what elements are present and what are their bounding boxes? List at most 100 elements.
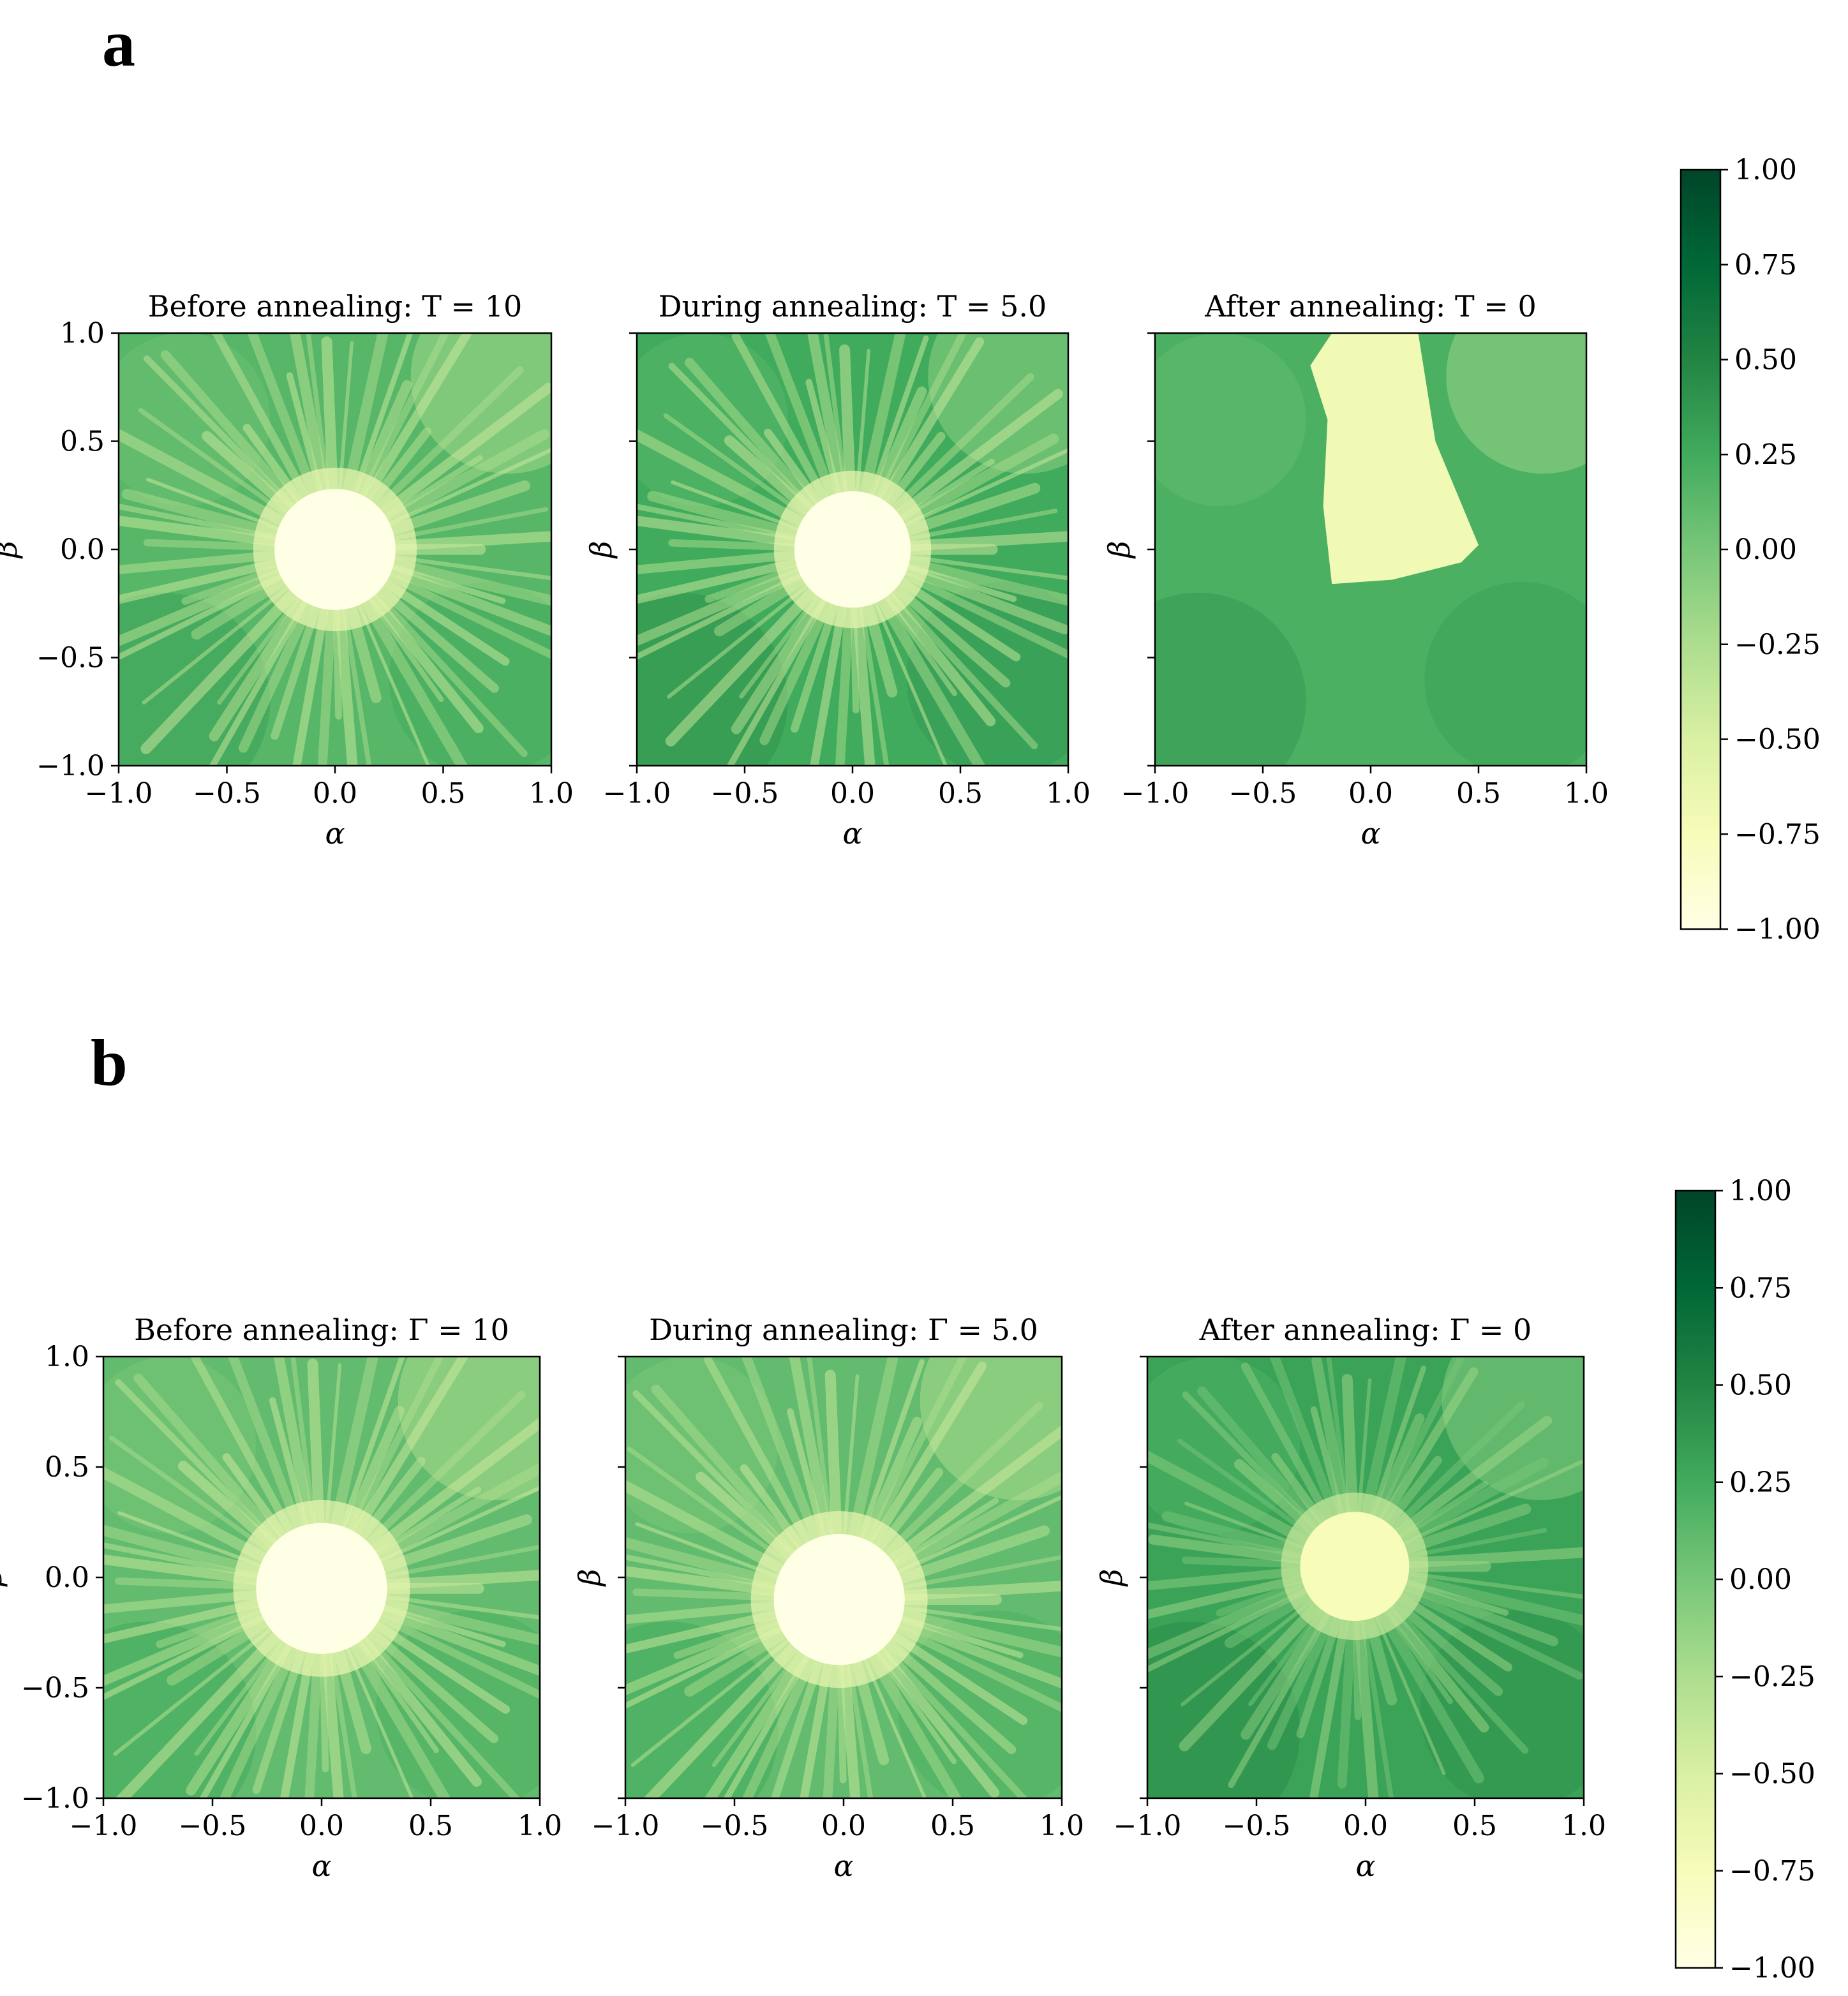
heatmap-patch: [637, 333, 788, 507]
colorbar-tick-label: −0.75: [1734, 818, 1821, 851]
colorbar-tick-label: −0.75: [1729, 1855, 1815, 1888]
x-tick-label: −1.0: [85, 777, 153, 810]
y-axis-label: β: [1102, 541, 1136, 560]
heatmap-patch: [1420, 1610, 1584, 1798]
panel-letter-b: b: [91, 1026, 128, 1099]
x-tick-label: 1.0: [529, 777, 574, 810]
x-tick-label: 1.0: [1564, 777, 1609, 810]
heatmap-plot: −1.0 −0.5 0.0 0.5 1.0 −1.0 −0.5 0.0 0.5 1.0 Before…: [0, 289, 574, 851]
plot-title: During annealing: Γ = 5.0: [649, 1313, 1038, 1347]
colorbar-tick-label: −0.25: [1734, 629, 1821, 661]
y-axis-label: β: [0, 541, 24, 560]
heatmap-center: [773, 1534, 905, 1665]
heatmap-image: [119, 333, 551, 766]
x-tick-label: −0.5: [1223, 1810, 1291, 1842]
x-axis-label: α: [1355, 1849, 1375, 1883]
plot-title: After annealing: T = 0: [1204, 289, 1536, 324]
x-tick-label: −0.5: [711, 777, 779, 810]
heatmap-patch: [1155, 592, 1306, 766]
y-axis-label: β: [584, 541, 618, 560]
heatmap-center: [256, 1523, 387, 1654]
colorbar-tick-label: 0.25: [1729, 1466, 1792, 1499]
plot-title: After annealing: Γ = 0: [1199, 1313, 1532, 1347]
colorbar: 1.00 0.75 0.50 0.25 0.00 −0.25 −0.50 −0.75 −1.00: [1674, 1175, 1815, 1985]
x-axis-label: α: [325, 816, 345, 851]
x-axis-label: α: [842, 816, 862, 851]
colorbar-tick-label: 0.75: [1734, 249, 1797, 281]
colorbar-tick-label: 1.00: [1734, 154, 1797, 186]
heatmap-image: [103, 1357, 540, 1798]
colorbar-tick-label: 0.00: [1729, 1563, 1792, 1596]
plot-title: During annealing: T = 5.0: [659, 289, 1047, 324]
y-axis-label: β: [0, 1569, 8, 1588]
x-tick-label: 0.5: [1456, 777, 1501, 810]
y-tick-label: −1.0: [36, 750, 105, 782]
x-tick-label: −0.5: [179, 1810, 247, 1842]
heatmap-plot: −1.0 −0.5 0.0 0.5 1.0 During annealing: Γ = 5…: [572, 1313, 1084, 1883]
heatmap-image: [625, 1357, 1062, 1798]
x-axis-label: α: [833, 1849, 853, 1883]
colorbar-tick-label: 0.25: [1734, 438, 1797, 471]
colorbar-gradient: [1680, 168, 1722, 930]
heatmap-patch: [920, 1357, 1062, 1500]
x-tick-label: 0.5: [421, 777, 466, 810]
colorbar-tick-label: −0.25: [1729, 1660, 1815, 1693]
y-tick-label: 1.0: [45, 1341, 89, 1373]
x-tick-label: 0.5: [930, 1810, 975, 1842]
heatmap-center: [794, 491, 911, 608]
y-axis-label: β: [1094, 1569, 1129, 1588]
x-axis-label: α: [1360, 816, 1380, 851]
colorbar-gradient: [1674, 1189, 1717, 1969]
x-tick-label: −0.5: [1229, 777, 1297, 810]
colorbars: 1.00 0.75 0.50 0.25 0.00 −0.25 −0.50 −0.75 −1.00…: [1674, 154, 1821, 1985]
y-tick-label: −0.5: [21, 1672, 89, 1704]
x-tick-label: 0.0: [821, 1810, 866, 1842]
plot-title: Before annealing: Γ = 10: [134, 1313, 509, 1347]
heatmap-image: [1155, 333, 1586, 766]
colorbar-tick-label: 0.75: [1729, 1272, 1792, 1304]
colorbar-tick-label: 0.00: [1734, 533, 1797, 566]
x-tick-label: −1.0: [603, 777, 671, 810]
heatmap-patch: [1446, 333, 1586, 474]
heatmap-plot: −1.0 −0.5 0.0 0.5 1.0 After annealing: T = 0 α…: [1102, 289, 1609, 851]
y-tick-label: 0.5: [60, 426, 105, 458]
heatmap-plot: −1.0 −0.5 0.0 0.5 1.0 −1.0 −0.5 0.0 0.5 1.0 Before…: [0, 1313, 562, 1883]
y-tick-label: −1.0: [21, 1782, 89, 1815]
y-tick-label: 1.0: [60, 317, 105, 350]
heatmap-patch: [398, 1357, 540, 1500]
x-tick-label: 0.0: [1348, 777, 1393, 810]
x-tick-label: 0.5: [1452, 1810, 1497, 1842]
heatmap-center: [274, 489, 396, 610]
x-tick-label: −1.0: [1114, 1810, 1182, 1842]
x-axis-label: α: [311, 1849, 331, 1883]
x-tick-label: 1.0: [518, 1810, 562, 1842]
y-axis-label: β: [572, 1569, 607, 1588]
heatmap-plot: −1.0 −0.5 0.0 0.5 1.0 After annealing: Γ = 0 α…: [1094, 1313, 1606, 1883]
y-tick-label: 0.0: [45, 1561, 89, 1594]
plot-title: Before annealing: T = 10: [148, 289, 523, 324]
x-tick-label: 0.5: [938, 777, 983, 810]
heatmap-image: [637, 333, 1068, 766]
heatmap-patch: [1155, 333, 1306, 507]
heatmap-panels: −1.0 −0.5 0.0 0.5 1.0 −1.0 −0.5 0.0 0.5 1.0 Before…: [0, 289, 1609, 1883]
colorbar-tick-label: 0.50: [1734, 344, 1797, 376]
heatmap-patch: [119, 333, 271, 507]
heatmap-center: [1300, 1512, 1410, 1621]
colorbar-tick-label: 0.50: [1729, 1369, 1792, 1402]
x-tick-label: 0.0: [299, 1810, 344, 1842]
x-tick-label: 1.0: [1040, 1810, 1084, 1842]
x-tick-label: 0.0: [1343, 1810, 1388, 1842]
colorbar-tick-label: −0.50: [1729, 1758, 1815, 1791]
x-tick-label: 0.5: [408, 1810, 453, 1842]
colorbar-tick-label: −1.00: [1729, 1952, 1815, 1985]
colorbar-tick-label: −1.00: [1734, 913, 1821, 946]
x-tick-label: −1.0: [592, 1810, 660, 1842]
x-tick-label: 1.0: [1561, 1810, 1606, 1842]
x-tick-label: 0.0: [830, 777, 875, 810]
panel-letter-a: a: [102, 7, 135, 80]
x-tick-label: −0.5: [193, 777, 261, 810]
x-tick-label: −1.0: [70, 1810, 138, 1842]
colorbar-tick-label: −0.50: [1734, 724, 1821, 756]
y-tick-label: 0.0: [60, 533, 105, 566]
